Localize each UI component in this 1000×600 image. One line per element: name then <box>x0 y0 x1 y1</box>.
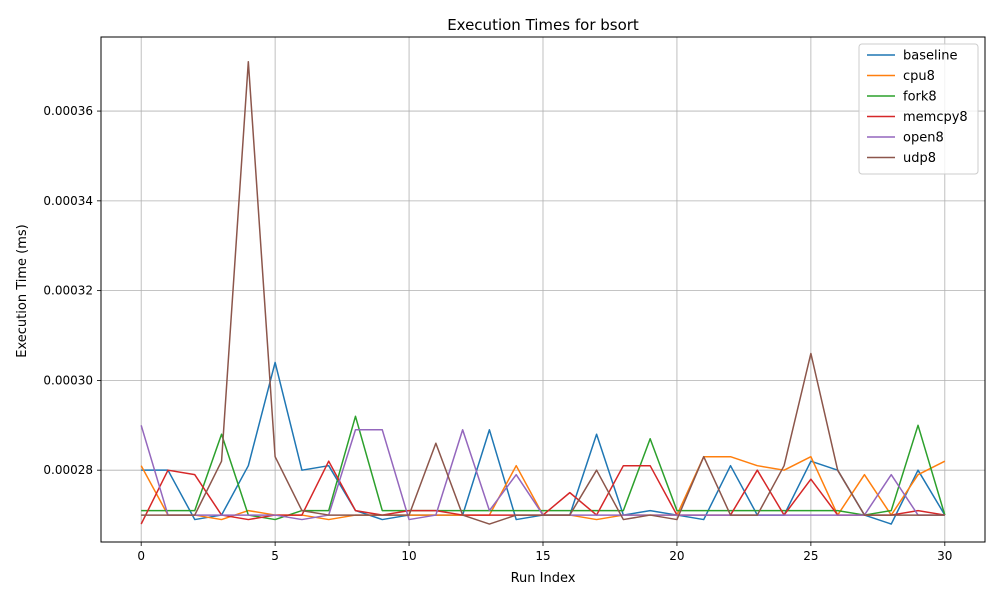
legend-label: memcpy8 <box>903 110 968 125</box>
series-line-fork8 <box>141 415 946 521</box>
y-axis-label: Execution Time (ms) <box>15 224 30 357</box>
x-tick-label: 10 <box>401 549 416 563</box>
y-tick-label: 0.00036 <box>43 104 93 118</box>
y-tick-label: 0.00030 <box>43 373 93 387</box>
legend-label: udp8 <box>903 151 936 166</box>
y-tick-label: 0.00028 <box>43 463 93 477</box>
chart-title: Execution Times for bsort <box>447 16 639 34</box>
legend-label: fork8 <box>903 90 937 105</box>
x-tick-label: 5 <box>271 549 279 563</box>
legend-label: cpu8 <box>903 69 935 84</box>
x-tick-label: 20 <box>669 549 684 563</box>
x-tick-label: 0 <box>137 549 145 563</box>
legend-label: baseline <box>903 49 957 64</box>
y-tick-label: 0.00034 <box>43 194 93 208</box>
legend: baseline cpu8 fork8 memcpy8 open8 udp8 <box>858 43 979 175</box>
legend-box <box>858 43 979 175</box>
x-axis-label: Run Index <box>511 571 576 586</box>
x-tick-label: 15 <box>535 549 550 563</box>
x-axis-ticks: 0 5 10 15 20 25 30 <box>137 542 952 563</box>
y-axis-ticks: 0.00028 0.00030 0.00032 0.00034 0.00036 <box>43 104 101 477</box>
series-lines <box>140 60 946 525</box>
x-tick-label: 25 <box>803 549 818 563</box>
x-tick-label: 30 <box>937 549 952 563</box>
y-tick-label: 0.00032 <box>43 284 93 298</box>
grid <box>101 37 985 542</box>
legend-label: open8 <box>903 131 944 146</box>
series-line-udp8 <box>141 60 945 525</box>
